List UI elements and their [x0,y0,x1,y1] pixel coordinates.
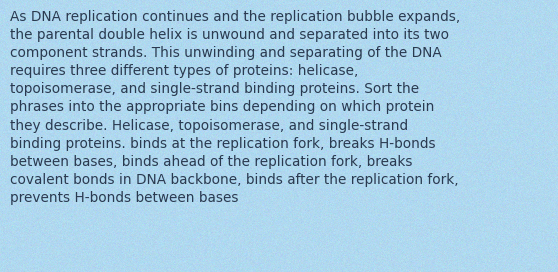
Text: As DNA replication continues and the replication bubble expands,
the parental do: As DNA replication continues and the rep… [10,10,460,205]
